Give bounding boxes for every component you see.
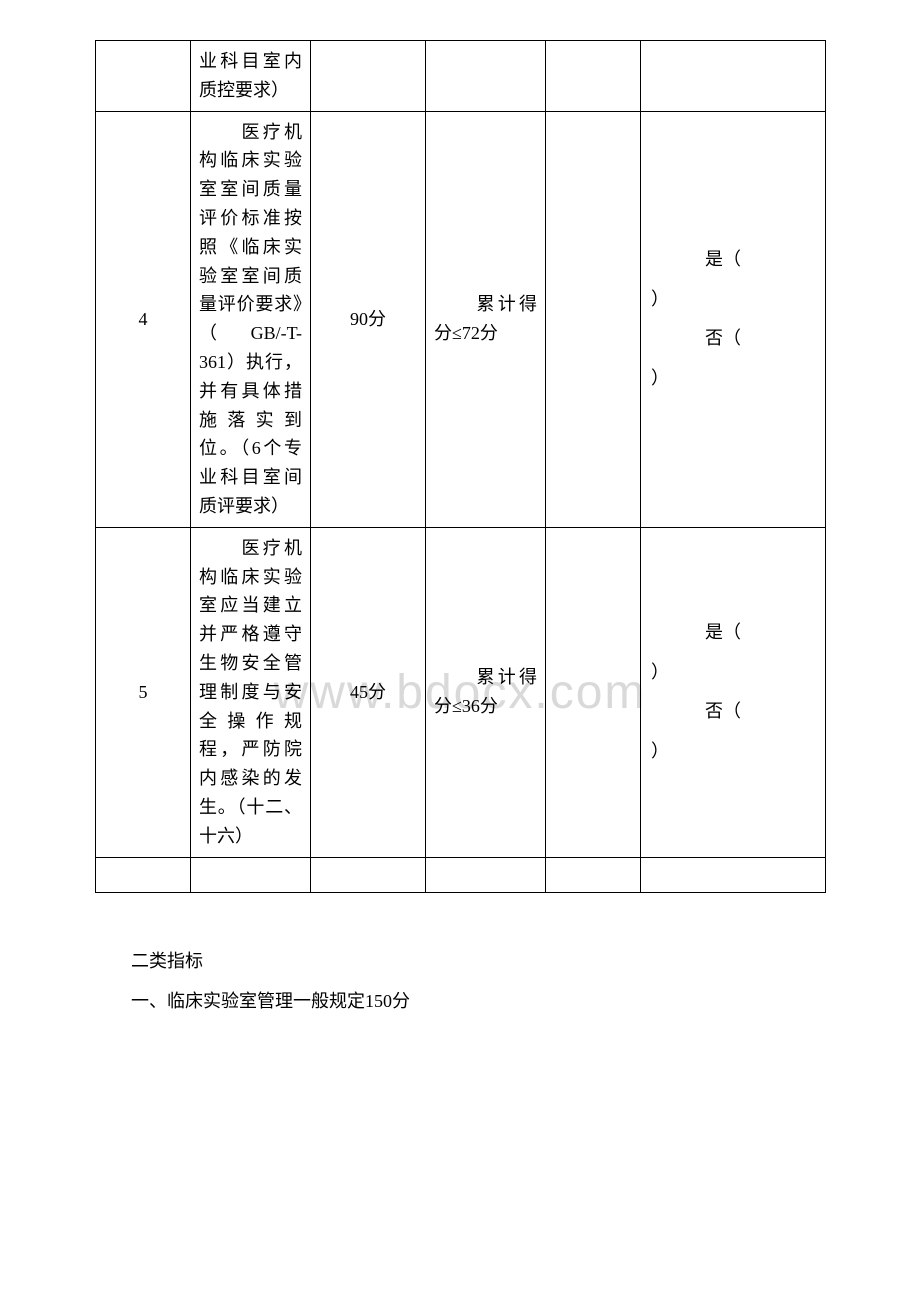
table-container: 业科目室内质控要求） 4 医疗机构临床实验室室间质量评价标准按照《临床实验室室间… bbox=[95, 40, 825, 893]
section-line-1: 一、临床实验室管理一般规定150分 bbox=[95, 983, 825, 1019]
yes-label: 是（ bbox=[651, 240, 815, 280]
cell-prev-2: 业科目室内质控要求） bbox=[191, 41, 311, 112]
no-paren: ） bbox=[651, 359, 815, 399]
cell-5-6: 是（ ） 否（ ） bbox=[641, 527, 826, 857]
cell-empty-1 bbox=[96, 857, 191, 892]
cell-4-5 bbox=[546, 111, 641, 527]
cell-empty-4 bbox=[426, 857, 546, 892]
table-row: 4 医疗机构临床实验室室间质量评价标准按照《临床实验室室间质量评价要求》（GB/… bbox=[96, 111, 826, 527]
no-label: 否（ bbox=[651, 692, 815, 732]
cell-prev-6 bbox=[641, 41, 826, 112]
cell-empty-6 bbox=[641, 857, 826, 892]
no-label: 否（ bbox=[651, 319, 815, 359]
cell-5-3: 45分 bbox=[311, 527, 426, 857]
cell-4-4: 累计得分≤72分 bbox=[426, 111, 546, 527]
yes-paren: ） bbox=[651, 280, 815, 320]
text-section: 二类指标 一、临床实验室管理一般规定150分 bbox=[95, 943, 825, 1019]
table-row: 业科目室内质控要求） bbox=[96, 41, 826, 112]
table-row-empty bbox=[96, 857, 826, 892]
cell-5-4: 累计得分≤36分 bbox=[426, 527, 546, 857]
section-heading: 二类指标 bbox=[95, 943, 825, 979]
cell-empty-3 bbox=[311, 857, 426, 892]
cell-4-6: 是（ ） 否（ ） bbox=[641, 111, 826, 527]
cell-5-1: 5 bbox=[96, 527, 191, 857]
cell-prev-4 bbox=[426, 41, 546, 112]
cell-prev-3 bbox=[311, 41, 426, 112]
cell-prev-5 bbox=[546, 41, 641, 112]
cell-empty-5 bbox=[546, 857, 641, 892]
cell-4-3: 90分 bbox=[311, 111, 426, 527]
cell-prev-1 bbox=[96, 41, 191, 112]
yes-label: 是（ bbox=[651, 613, 815, 653]
table-row: 5 医疗机构临床实验室应当建立并严格遵守生物安全管理制度与安全操作规程，严防院内… bbox=[96, 527, 826, 857]
evaluation-table: 业科目室内质控要求） 4 医疗机构临床实验室室间质量评价标准按照《临床实验室室间… bbox=[95, 40, 826, 893]
cell-5-2: 医疗机构临床实验室应当建立并严格遵守生物安全管理制度与安全操作规程，严防院内感染… bbox=[191, 527, 311, 857]
cell-4-2: 医疗机构临床实验室室间质量评价标准按照《临床实验室室间质量评价要求》（GB/-T… bbox=[191, 111, 311, 527]
cell-5-5 bbox=[546, 527, 641, 857]
yes-paren: ） bbox=[651, 653, 815, 693]
no-paren: ） bbox=[651, 732, 815, 772]
cell-4-1: 4 bbox=[96, 111, 191, 527]
cell-empty-2 bbox=[191, 857, 311, 892]
